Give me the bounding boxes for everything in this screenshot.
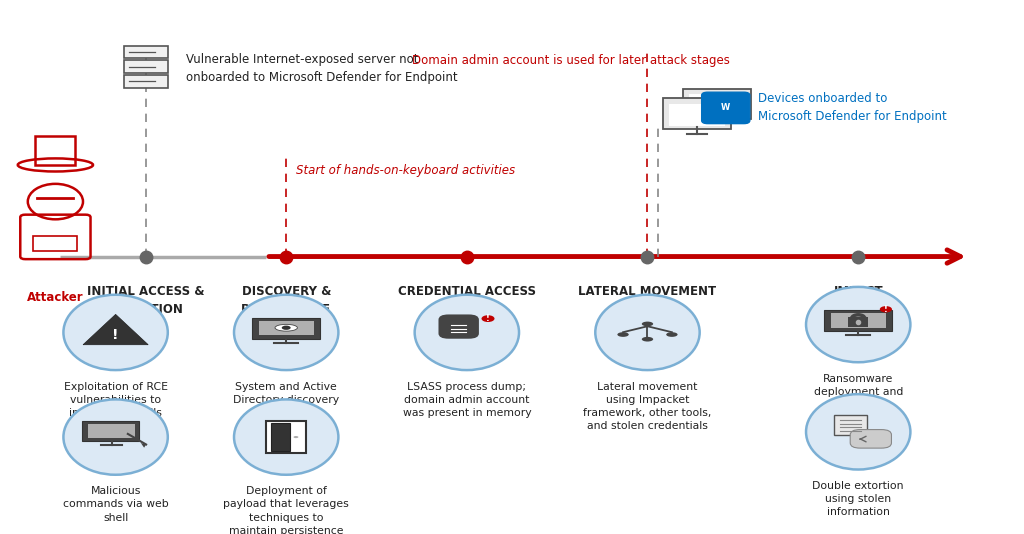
- FancyBboxPatch shape: [88, 425, 135, 438]
- Polygon shape: [141, 443, 146, 447]
- Text: Vulnerable Internet-exposed server not
onboarded to Microsoft Defender for Endpo: Vulnerable Internet-exposed server not o…: [186, 53, 458, 84]
- FancyBboxPatch shape: [848, 317, 868, 327]
- FancyBboxPatch shape: [266, 421, 306, 453]
- Text: Start of hands-on-keyboard activities: Start of hands-on-keyboard activities: [296, 164, 515, 177]
- Text: W: W: [721, 103, 730, 112]
- FancyBboxPatch shape: [438, 315, 479, 339]
- FancyBboxPatch shape: [253, 318, 319, 339]
- Polygon shape: [83, 315, 148, 345]
- Text: System and Active
Directory discovery: System and Active Directory discovery: [233, 382, 339, 405]
- Ellipse shape: [275, 324, 297, 331]
- Ellipse shape: [806, 287, 910, 362]
- Ellipse shape: [595, 295, 699, 370]
- Ellipse shape: [617, 332, 629, 337]
- Ellipse shape: [642, 321, 653, 326]
- Text: Deployment of
payload that leverages
techniques to
maintain persistence: Deployment of payload that leverages tec…: [223, 486, 349, 534]
- Ellipse shape: [234, 399, 338, 475]
- Ellipse shape: [63, 399, 168, 475]
- Text: Domain admin account is used for later attack stages: Domain admin account is used for later a…: [412, 54, 729, 67]
- Text: DISCOVERY &
PERSISTENCE: DISCOVERY & PERSISTENCE: [242, 285, 331, 316]
- Text: INITIAL ACCESS &
EXECUTION: INITIAL ACCESS & EXECUTION: [87, 285, 205, 316]
- FancyBboxPatch shape: [124, 45, 168, 58]
- FancyBboxPatch shape: [830, 313, 886, 328]
- Text: !: !: [486, 314, 489, 323]
- FancyBboxPatch shape: [683, 89, 751, 120]
- FancyBboxPatch shape: [824, 310, 892, 331]
- Text: !: !: [884, 305, 888, 314]
- Ellipse shape: [415, 295, 519, 370]
- Text: LSASS process dump;
domain admin account
was present in memory: LSASS process dump; domain admin account…: [402, 382, 531, 418]
- Text: Malicious
commands via web
shell: Malicious commands via web shell: [62, 486, 169, 523]
- Text: CREDENTIAL ACCESS: CREDENTIAL ACCESS: [398, 285, 536, 299]
- Ellipse shape: [294, 436, 298, 438]
- FancyBboxPatch shape: [270, 423, 290, 451]
- FancyBboxPatch shape: [850, 429, 892, 448]
- Ellipse shape: [234, 295, 338, 370]
- Ellipse shape: [880, 306, 892, 312]
- FancyBboxPatch shape: [124, 75, 168, 88]
- Text: Exploitation of RCE
vulnerabilities to
install web shells: Exploitation of RCE vulnerabilities to i…: [63, 382, 168, 418]
- Ellipse shape: [642, 337, 653, 342]
- FancyBboxPatch shape: [259, 320, 313, 335]
- FancyBboxPatch shape: [82, 421, 139, 441]
- Text: IMPACT: IMPACT: [834, 285, 883, 299]
- FancyBboxPatch shape: [701, 92, 750, 123]
- Text: Lateral movement
using Impacket
framework, other tools,
and stolen credentials: Lateral movement using Impacket framewor…: [584, 382, 712, 431]
- Ellipse shape: [481, 315, 495, 322]
- Ellipse shape: [282, 326, 291, 330]
- Text: Ransomware
deployment and
encryption: Ransomware deployment and encryption: [813, 374, 903, 410]
- FancyBboxPatch shape: [663, 98, 731, 129]
- Text: Double extortion
using stolen
information: Double extortion using stolen informatio…: [812, 481, 904, 517]
- FancyBboxPatch shape: [834, 415, 867, 435]
- Ellipse shape: [667, 332, 678, 337]
- Text: Devices onboarded to
Microsoft Defender for Endpoint: Devices onboarded to Microsoft Defender …: [758, 92, 946, 123]
- Ellipse shape: [806, 394, 910, 469]
- FancyBboxPatch shape: [669, 104, 725, 125]
- Ellipse shape: [63, 295, 168, 370]
- Text: !: !: [113, 327, 119, 342]
- FancyBboxPatch shape: [688, 95, 744, 116]
- Ellipse shape: [451, 317, 466, 325]
- Text: LATERAL MOVEMENT: LATERAL MOVEMENT: [579, 285, 717, 299]
- Text: Attacker: Attacker: [27, 290, 84, 303]
- FancyBboxPatch shape: [124, 60, 168, 73]
